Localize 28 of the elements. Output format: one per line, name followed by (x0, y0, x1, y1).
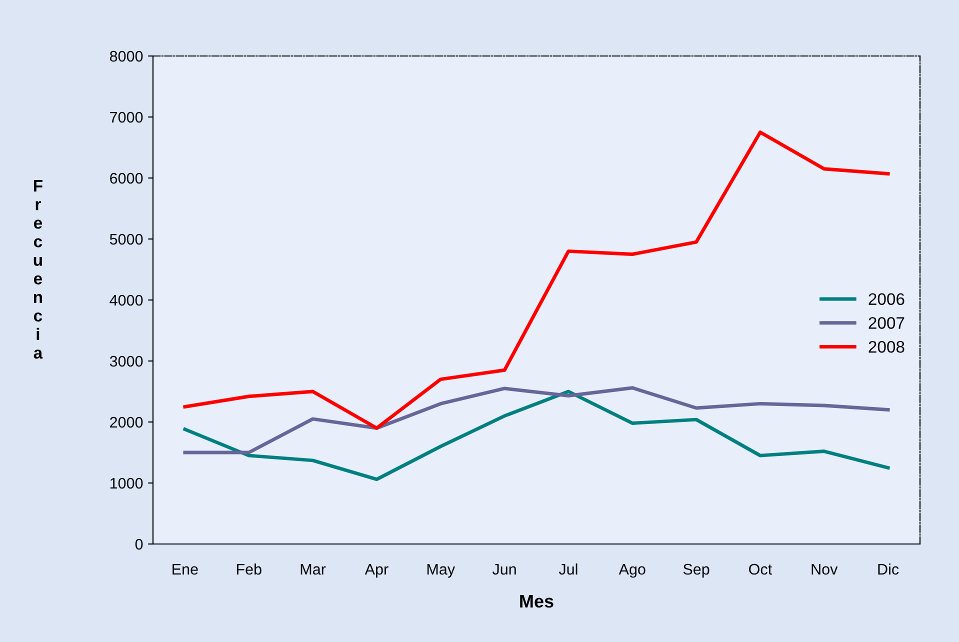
x-tick-label: Oct (749, 564, 772, 575)
x-tick-label: Mar (300, 564, 326, 575)
x-tick-label: Sep (683, 564, 710, 578)
x-tick-label: May (427, 564, 456, 578)
x-tick-label: Ene (172, 564, 198, 575)
legend-label: 2006 (868, 293, 904, 306)
x-tick-label: Jun (492, 564, 516, 575)
y-tick-label: 2000 (110, 416, 143, 428)
y-tick-label: 6000 (110, 172, 143, 184)
legend-label: 2007 (868, 317, 904, 329)
x-tick-label: Feb (236, 563, 262, 575)
y-tick-label: 7000 (110, 112, 143, 123)
line-series (183, 386, 890, 454)
x-axis-title: Mes (520, 595, 554, 608)
y-tick-label: 0 (135, 538, 143, 550)
text: Frecuencia (34, 180, 43, 359)
y-tick-label: 5000 (110, 234, 143, 245)
x-tick-label: Nov (812, 564, 838, 575)
x-tick-label: Ago (618, 564, 646, 578)
y-tick-label: 3000 (110, 356, 143, 367)
y-tick-label: 4000 (110, 294, 143, 306)
legend-label: 2008 (868, 340, 904, 353)
line-series (183, 390, 890, 482)
y-tick-label: 1000 (110, 478, 143, 489)
x-tick-label: Dic (878, 563, 899, 575)
x-tick-label: Apr (364, 564, 388, 578)
y-tick-label: 8000 (110, 50, 143, 62)
x-tick-label: Jul (558, 563, 578, 575)
